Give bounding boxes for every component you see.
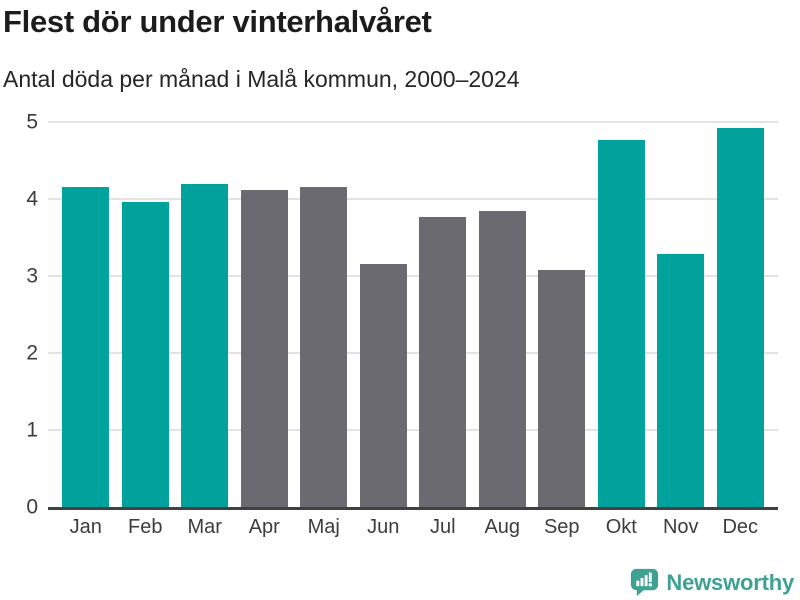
bar-maj [300, 186, 348, 507]
x-tick-label-maj: Maj [307, 516, 340, 538]
bar-slot-okt [592, 122, 652, 507]
bar-dec [716, 128, 764, 507]
bars [48, 122, 778, 507]
gridline-y-4 [48, 198, 778, 200]
plot-area [48, 121, 778, 510]
page-title: Flest dör under vinterhalvåret [3, 4, 432, 39]
y-tick-label-1: 1 [26, 418, 38, 442]
x-tick-label-apr: Apr [248, 516, 280, 538]
gridline-y-5 [48, 121, 778, 123]
x-tick-label-feb: Feb [128, 516, 163, 538]
x-tick-label-jul: Jul [429, 516, 456, 538]
bar-jul [419, 217, 467, 507]
gridline-y-2 [48, 352, 778, 354]
y-axis: 0 1 2 3 4 5 [0, 112, 38, 518]
bar-nov [657, 254, 705, 507]
bar-slot-maj [294, 122, 354, 507]
y-tick-label-5: 5 [26, 110, 38, 134]
bar-slot-jul [413, 122, 473, 507]
page-subtitle: Antal döda per månad i Malå kommun, 2000… [3, 66, 520, 92]
bar-slot-jun [354, 122, 414, 507]
bar-slot-dec [711, 122, 771, 507]
bar-jun [359, 263, 407, 507]
y-tick-label-0: 0 [26, 495, 38, 519]
gridline-y-3 [48, 275, 778, 277]
bar-okt [597, 140, 645, 507]
x-tick-label-jan: Jan [69, 516, 102, 538]
newsworthy-logo-icon [631, 568, 659, 597]
bar-slot-sep [532, 122, 592, 507]
x-tick-label-nov: Nov [662, 516, 699, 538]
bar-slot-mar [175, 122, 235, 507]
y-tick-label-4: 4 [26, 187, 38, 211]
bar-slot-nov [651, 122, 711, 507]
x-tick-label-dec: Dec [722, 516, 759, 538]
bar-feb [121, 202, 169, 507]
x-tick-label-sep: Sep [543, 516, 580, 538]
x-axis-labels: Jan Feb Mar Apr Maj Jun Jul Aug Sep Okt Nov Dec [48, 516, 778, 539]
bar-slot-apr [235, 122, 295, 507]
x-tick-label-mar: Mar [187, 516, 222, 538]
brand-name: Newsworthy [666, 569, 794, 595]
y-tick-label-3: 3 [26, 264, 38, 288]
footer-brand: Newsworthy [630, 568, 794, 597]
bar-sep [538, 269, 586, 507]
bar-slot-aug [473, 122, 533, 507]
bar-apr [240, 189, 288, 507]
bar-slot-feb [116, 122, 176, 507]
bar-slot-jan [56, 122, 116, 507]
y-tick-label-2: 2 [26, 341, 38, 365]
bar-aug [478, 211, 526, 507]
x-tick-label-jun: Jun [367, 516, 400, 538]
bar-jan [62, 186, 110, 507]
bar-mar [181, 183, 229, 507]
x-tick-label-okt: Okt [605, 516, 637, 538]
gridline-y-1 [48, 429, 778, 431]
x-tick-label-aug: Aug [484, 516, 521, 538]
